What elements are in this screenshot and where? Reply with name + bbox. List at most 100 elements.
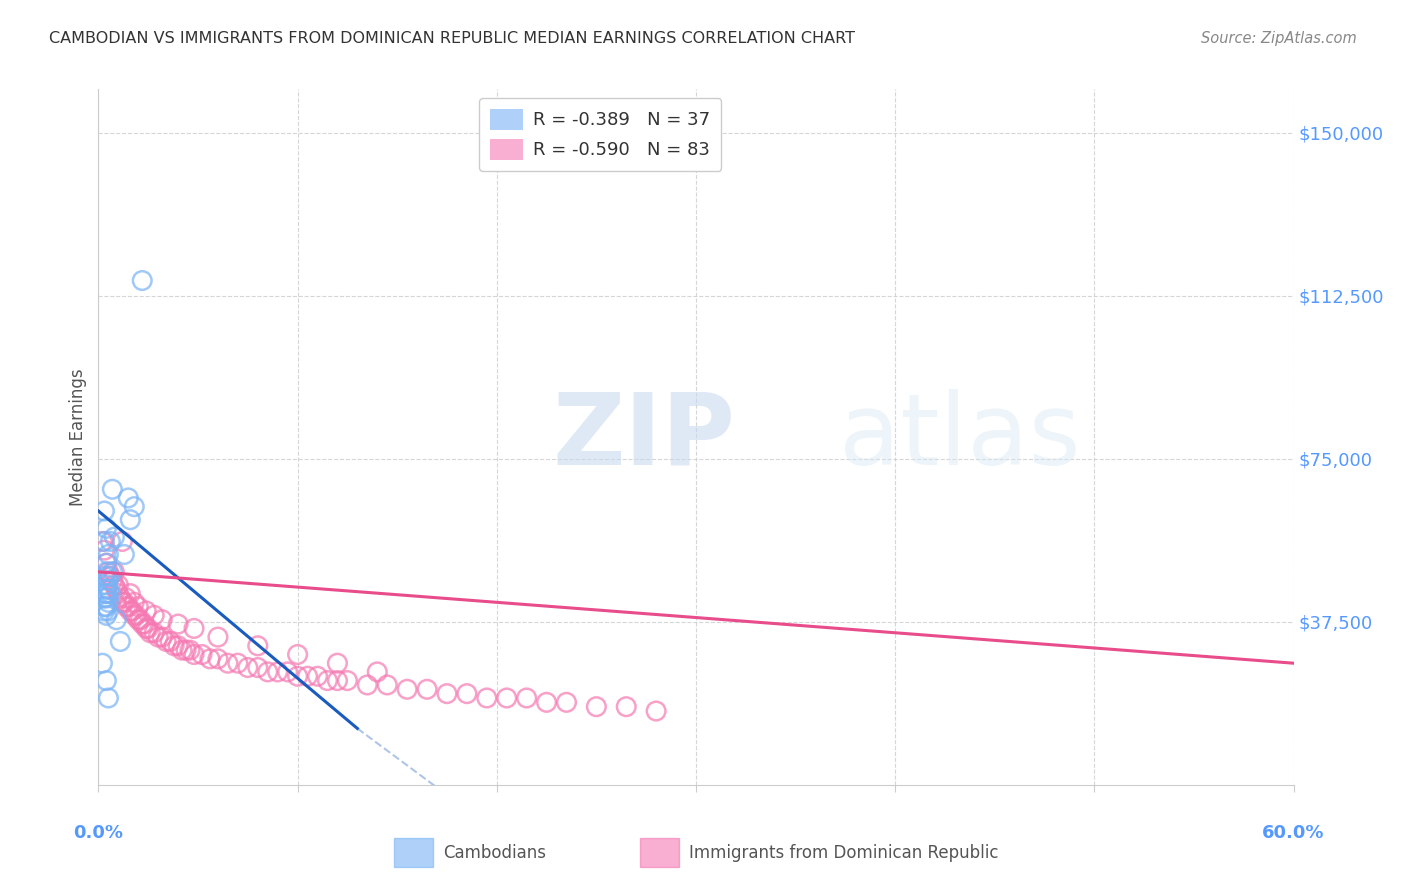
Point (120, 604, 142, 618)
Point (97, 565, 120, 579)
Point (287, 669, 309, 683)
Point (456, 687, 478, 701)
Point (101, 565, 124, 579)
Point (96, 587, 118, 601)
Point (183, 621, 205, 635)
Point (120, 587, 142, 601)
Point (167, 617, 190, 632)
Point (96, 521, 118, 535)
Point (93, 543, 115, 558)
Legend: R = -0.389   N = 37, R = -0.590   N = 83: R = -0.389 N = 37, R = -0.590 N = 83 (479, 98, 721, 170)
Point (107, 587, 129, 601)
Point (97, 569, 120, 583)
Point (416, 682, 439, 697)
Point (101, 574, 124, 588)
Point (124, 595, 146, 609)
Point (174, 643, 197, 657)
Point (536, 695, 558, 709)
Point (105, 582, 128, 597)
Point (436, 687, 458, 701)
Point (97, 582, 120, 597)
Point (96, 608, 118, 623)
Point (246, 660, 269, 674)
Point (117, 491, 139, 505)
Text: CAMBODIAN VS IMMIGRANTS FROM DOMINICAN REPUBLIC MEDIAN EARNINGS CORRELATION CHAR: CAMBODIAN VS IMMIGRANTS FROM DOMINICAN R… (49, 31, 855, 46)
Point (115, 599, 138, 614)
Point (148, 630, 170, 644)
Point (155, 634, 177, 648)
Point (96, 578, 118, 592)
Point (96, 565, 118, 579)
Point (139, 625, 162, 640)
Text: Immigrants from Dominican Republic: Immigrants from Dominican Republic (689, 844, 998, 862)
Point (103, 578, 125, 592)
Point (101, 482, 124, 496)
Point (111, 534, 134, 549)
Point (103, 530, 125, 544)
Point (236, 660, 259, 674)
Point (96, 582, 118, 597)
Point (163, 639, 186, 653)
Point (143, 608, 166, 623)
Point (98, 569, 122, 583)
Point (167, 639, 190, 653)
Point (495, 690, 517, 705)
Point (93, 591, 115, 605)
Point (125, 608, 148, 623)
Point (91, 534, 114, 549)
Point (110, 634, 132, 648)
Y-axis label: Median Earnings: Median Earnings (69, 368, 87, 506)
Point (366, 665, 388, 679)
Point (198, 652, 221, 666)
Point (555, 695, 578, 709)
Point (326, 673, 349, 688)
Point (256, 665, 278, 679)
Point (96, 556, 118, 570)
Point (207, 630, 229, 644)
Point (98, 587, 122, 601)
Point (107, 578, 129, 592)
Point (143, 625, 166, 640)
Point (150, 613, 173, 627)
Text: 60.0%: 60.0% (1263, 824, 1324, 842)
Point (135, 621, 157, 635)
Point (277, 665, 299, 679)
Point (124, 608, 146, 623)
Point (475, 690, 498, 705)
Point (356, 678, 378, 692)
Point (127, 599, 149, 614)
Point (93, 534, 115, 549)
Point (96, 591, 118, 605)
Point (117, 599, 139, 614)
Text: 0.0%: 0.0% (73, 824, 124, 842)
Point (97, 690, 120, 705)
Point (246, 639, 269, 653)
Point (297, 669, 319, 683)
Point (96, 599, 118, 614)
Point (179, 643, 201, 657)
Point (585, 699, 607, 714)
Point (191, 648, 214, 662)
Point (127, 613, 149, 627)
Point (93, 604, 115, 618)
Point (267, 665, 290, 679)
Point (183, 648, 205, 662)
Point (614, 699, 637, 714)
Point (97, 595, 120, 609)
Point (96, 556, 118, 570)
Point (124, 500, 146, 514)
Point (396, 682, 419, 697)
Point (97, 574, 120, 588)
Point (115, 591, 138, 605)
Point (105, 613, 128, 627)
Point (150, 630, 173, 644)
Point (98, 534, 122, 549)
Point (112, 595, 135, 609)
Point (316, 673, 339, 688)
Point (226, 657, 249, 671)
Text: ZIP: ZIP (553, 389, 735, 485)
Point (207, 652, 229, 666)
Text: Source: ZipAtlas.com: Source: ZipAtlas.com (1201, 31, 1357, 46)
Point (93, 504, 115, 518)
Point (516, 690, 538, 705)
